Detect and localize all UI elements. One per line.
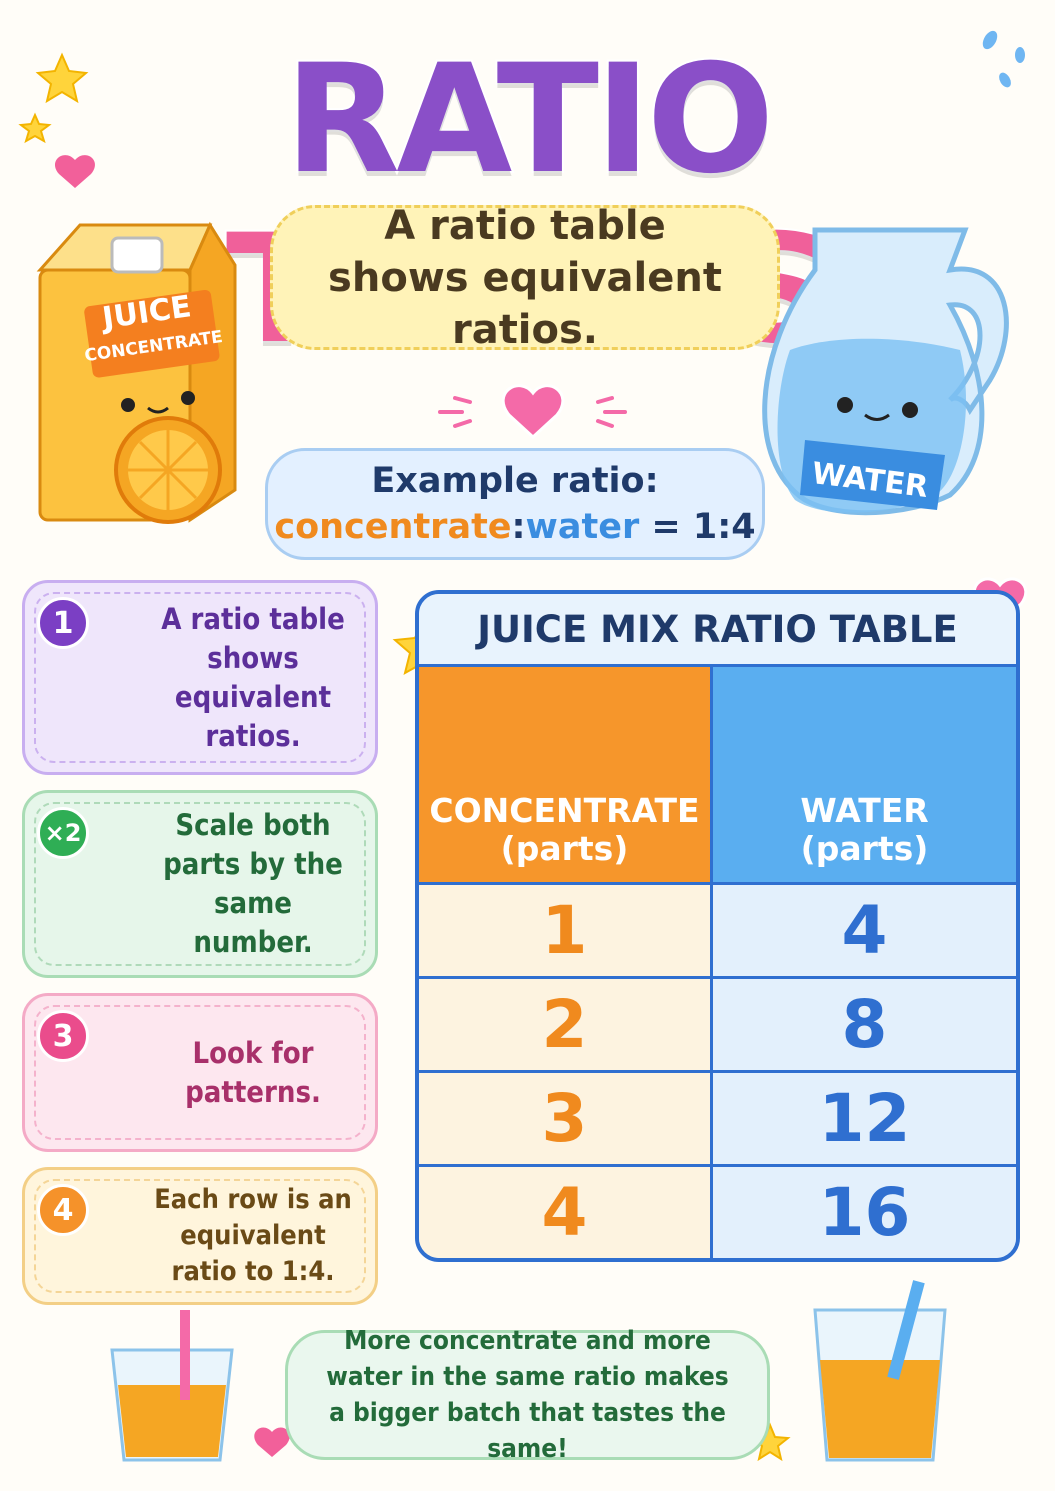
decoration	[181, 391, 195, 405]
decoration	[35, 52, 89, 104]
title-part: RATIO	[283, 33, 777, 207]
table-cell: 4	[419, 1164, 713, 1258]
decoration	[864, 413, 890, 421]
step-badge: 3	[37, 1010, 89, 1062]
step-badge: ×2	[37, 807, 89, 859]
header-unit: (parts)	[500, 829, 629, 868]
decoration	[1015, 47, 1025, 63]
table-title: JUICE MIX RATIO TABLE	[419, 594, 1016, 664]
step-card: 4 Each row is an equivalent ratio to 1:4.	[22, 1167, 378, 1305]
intro-bubble: A ratio table shows equivalent ratios.	[270, 203, 780, 353]
decoration	[999, 72, 1011, 88]
decoration	[596, 419, 614, 428]
step-badge: 1	[37, 597, 89, 649]
table-cell: 1	[419, 882, 713, 976]
example-ratio: concentrate:water = 1:4	[274, 504, 755, 550]
decoration	[118, 1385, 226, 1457]
example-separator: :	[511, 507, 526, 547]
decoration	[18, 52, 791, 1462]
decoration	[147, 406, 169, 414]
decoration	[887, 1280, 925, 1380]
ratio-table: JUICE MIX RATIO TABLE CONCENTRATE (parts)…	[415, 590, 1020, 1262]
decoration	[982, 30, 998, 50]
step-text: Scale both parts by the same number.	[163, 808, 343, 959]
header-unit: (parts)	[800, 829, 929, 868]
step-card: ×2 Scale both parts by the same number.	[22, 790, 378, 978]
table-cell: 12	[713, 1070, 1016, 1164]
header-name: CONCENTRATE	[429, 791, 700, 830]
step-badge: 4	[37, 1184, 89, 1236]
table-cell: 16	[713, 1164, 1016, 1258]
footer-bubble: More concentrate and more water in the s…	[285, 1326, 770, 1464]
decoration	[902, 402, 918, 418]
decoration	[121, 398, 135, 412]
decoration	[453, 396, 472, 404]
decoration	[820, 1360, 940, 1458]
step-card: 3 Look for patterns.	[22, 993, 378, 1152]
step-text: Look for patterns.	[185, 1035, 321, 1109]
table-cell: 2	[419, 976, 713, 1070]
decoration	[138, 440, 198, 500]
box	[34, 802, 366, 966]
decoration	[180, 1310, 190, 1400]
header-name: WATER	[800, 791, 929, 830]
decoration	[453, 419, 472, 428]
step-card: 1 A ratio table shows equivalent ratios.	[22, 580, 378, 775]
intro-text: A ratio table shows equivalent ratios.	[328, 202, 722, 353]
decoration	[55, 155, 95, 188]
step-text: Each row is an equivalent ratio to 1:4.	[154, 1184, 352, 1287]
table-header: WATER (parts)	[713, 664, 1016, 882]
box	[34, 592, 366, 763]
example-left: concentrate	[274, 507, 512, 547]
decoration	[254, 1427, 290, 1457]
decoration	[982, 30, 1025, 88]
decoration	[800, 440, 945, 510]
decoration	[128, 430, 208, 510]
decoration	[837, 397, 853, 413]
example-result: = 1:4	[651, 507, 756, 547]
decoration	[110, 236, 164, 274]
table-cell: 4	[713, 882, 1016, 976]
table-header: CONCENTRATE (parts)	[419, 664, 713, 882]
decoration	[18, 112, 52, 144]
decoration	[438, 396, 627, 428]
table-cell: 3	[419, 1070, 713, 1164]
example-heading: Example ratio:	[371, 461, 659, 501]
decoration	[501, 384, 565, 440]
box	[34, 1005, 366, 1140]
table-cell: 8	[713, 976, 1016, 1070]
example-right: water	[525, 507, 640, 547]
example-bubble: Example ratio: concentrate:water = 1:4	[265, 448, 765, 560]
box	[34, 1179, 366, 1293]
footer-text: More concentrate and more water in the s…	[326, 1326, 729, 1464]
decoration	[596, 396, 614, 404]
step-text: A ratio table shows equivalent ratios.	[161, 601, 345, 753]
decoration	[84, 289, 220, 378]
